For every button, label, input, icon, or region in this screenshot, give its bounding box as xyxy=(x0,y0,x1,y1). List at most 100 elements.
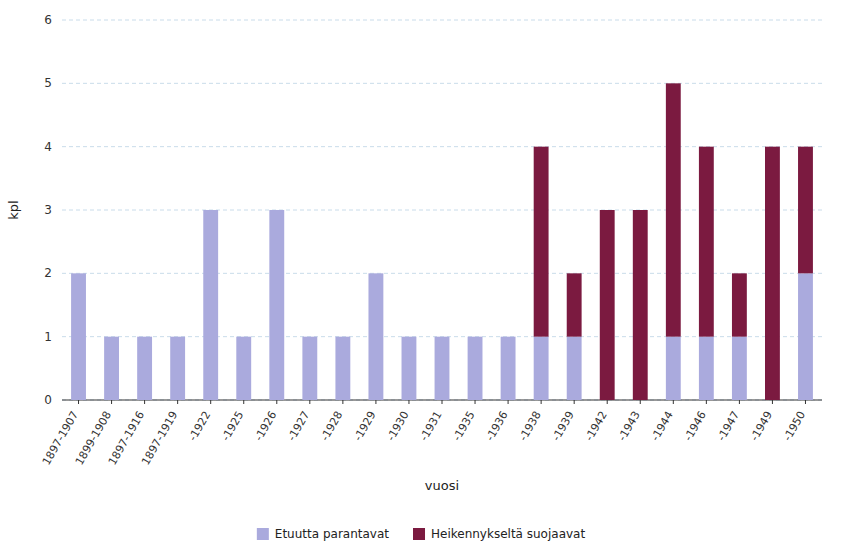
x-tick xyxy=(243,400,244,404)
x-tick xyxy=(475,400,476,404)
bar xyxy=(170,337,185,400)
bar xyxy=(468,336,483,337)
x-tick xyxy=(342,400,343,404)
x-tick-label: -1925 xyxy=(219,409,246,443)
bar xyxy=(468,337,483,400)
bar xyxy=(302,337,317,400)
y-tick-label: 6 xyxy=(44,13,52,27)
x-tick-label: -1946 xyxy=(682,409,709,443)
x-tick xyxy=(78,400,79,404)
bar xyxy=(368,273,383,400)
x-tick xyxy=(144,400,145,404)
x-tick xyxy=(442,400,443,404)
bar xyxy=(666,337,681,400)
x-tick-label: -1944 xyxy=(649,409,676,443)
x-tick xyxy=(177,400,178,404)
bar xyxy=(732,337,747,400)
grid-line xyxy=(62,20,822,21)
bar xyxy=(402,337,417,400)
x-tick-label: -1922 xyxy=(186,409,213,443)
x-tick xyxy=(574,400,575,404)
y-tick-label: 4 xyxy=(44,140,52,154)
x-tick xyxy=(739,400,740,404)
bar xyxy=(236,337,251,400)
x-tick-label: -1928 xyxy=(318,409,345,443)
bar xyxy=(567,337,582,400)
x-tick-label: -1938 xyxy=(516,409,543,443)
bar xyxy=(501,337,516,400)
x-tick-label: -1935 xyxy=(450,409,477,443)
legend-label: Etuutta parantavat xyxy=(275,527,389,541)
x-tick-label: -1927 xyxy=(285,409,312,443)
x-tick xyxy=(276,400,277,404)
bar xyxy=(104,337,119,400)
x-tick xyxy=(607,400,608,404)
bar xyxy=(203,210,218,211)
grid xyxy=(62,20,822,400)
x-tick xyxy=(408,400,409,404)
x-tick-label: -1943 xyxy=(616,409,643,443)
bar xyxy=(269,210,284,211)
chart: 01234561897-19071899-19081897-19161897-1… xyxy=(0,0,842,560)
x-tick xyxy=(111,400,112,404)
bar xyxy=(435,337,450,400)
x-tick-label: -1942 xyxy=(583,409,610,443)
bar xyxy=(534,147,549,337)
legend-swatch xyxy=(257,528,269,540)
x-tick-label: -1929 xyxy=(351,409,378,443)
bar xyxy=(170,336,185,337)
x-tick-label: 1897-1919 xyxy=(139,409,180,467)
x-tick-label: -1936 xyxy=(483,409,510,443)
x-tick xyxy=(772,400,773,404)
grid-line xyxy=(62,83,822,84)
legend-label: Heikennykseltä suojaavat xyxy=(431,527,585,541)
bar xyxy=(798,273,813,400)
x-tick xyxy=(508,400,509,404)
y-axis-title: kpl xyxy=(6,200,21,219)
legend-item: Heikennykseltä suojaavat xyxy=(413,527,585,541)
legend: Etuutta parantavat Heikennykseltä suojaav… xyxy=(257,527,586,541)
bar xyxy=(137,336,152,337)
bar xyxy=(798,147,813,274)
x-tick-label: -1950 xyxy=(781,409,808,443)
bar xyxy=(732,273,747,336)
bar xyxy=(699,147,714,337)
x-tick-label: -1930 xyxy=(384,409,411,443)
bar xyxy=(567,273,582,336)
legend-item: Etuutta parantavat xyxy=(257,527,389,541)
axes: 01234561897-19071899-19081897-19161897-1… xyxy=(40,13,822,467)
x-tick xyxy=(541,400,542,404)
bar xyxy=(302,336,317,337)
y-tick-label: 0 xyxy=(44,393,52,407)
bar xyxy=(335,336,350,337)
bar xyxy=(666,83,681,336)
x-tick-label: -1931 xyxy=(417,409,444,443)
bar xyxy=(203,210,218,400)
bar xyxy=(71,273,86,400)
x-tick xyxy=(805,400,806,404)
bar xyxy=(335,337,350,400)
bar xyxy=(534,337,549,400)
bar xyxy=(402,336,417,337)
legend-swatch xyxy=(413,528,425,540)
bar xyxy=(600,210,615,400)
bar xyxy=(269,210,284,400)
bar xyxy=(368,273,383,274)
x-tick-label: -1926 xyxy=(252,409,279,443)
x-tick-label: -1939 xyxy=(550,409,577,443)
x-tick-label: -1947 xyxy=(715,409,742,443)
x-tick xyxy=(706,400,707,404)
x-tick xyxy=(673,400,674,404)
bar xyxy=(501,336,516,337)
bar xyxy=(435,336,450,337)
y-tick-label: 2 xyxy=(44,266,52,280)
y-tick-label: 5 xyxy=(44,76,52,90)
x-axis-title: vuosi xyxy=(425,478,459,493)
x-tick xyxy=(375,400,376,404)
bar xyxy=(104,336,119,337)
x-tick-label: -1949 xyxy=(748,409,775,443)
bar xyxy=(765,147,780,400)
bars xyxy=(71,83,813,400)
x-tick xyxy=(210,400,211,404)
x-tick xyxy=(309,400,310,404)
